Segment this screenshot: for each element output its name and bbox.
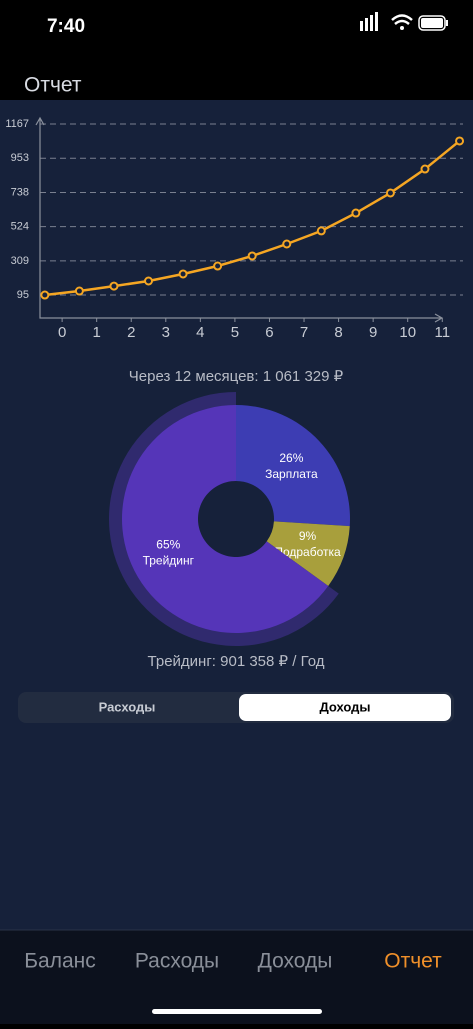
- slice-percent: 26%: [279, 451, 303, 465]
- selected-summary: Трейдинг: 901 358 ₽ / Год: [148, 653, 325, 670]
- y-tick-label: 524: [11, 221, 29, 233]
- content-bg: [0, 100, 473, 930]
- axes: [35, 116, 444, 323]
- x-tick-label: 2: [127, 324, 135, 341]
- x-tick-label: 9: [369, 324, 377, 341]
- point: [455, 136, 465, 146]
- segment-label[interactable]: Доходы: [319, 699, 370, 714]
- segment-label[interactable]: Расходы: [99, 699, 156, 714]
- x-tick-label: 3: [162, 324, 170, 341]
- y-tick-label: 1167: [5, 118, 29, 130]
- point: [213, 261, 223, 271]
- x-tick-label: 8: [334, 324, 342, 341]
- slice[interactable]: [121, 405, 329, 633]
- point: [109, 281, 119, 291]
- top-bar: [0, 0, 473, 100]
- point: [351, 208, 361, 218]
- tab[interactable]: Расходы: [135, 950, 219, 973]
- x-tick-label: 4: [196, 324, 204, 341]
- point: [74, 286, 84, 296]
- status-time: 7:40: [47, 16, 85, 37]
- tab-bar-bg: [0, 930, 473, 1024]
- slice[interactable]: [266, 521, 350, 587]
- status-icons: [360, 12, 448, 31]
- point: [316, 226, 326, 236]
- x-tick-label: 10: [399, 324, 416, 341]
- slice-percent: 65%: [156, 538, 180, 552]
- segment-selected[interactable]: [239, 694, 451, 721]
- point: [40, 290, 50, 300]
- y-tick-label: 953: [11, 152, 29, 164]
- x-tick-label: 11: [434, 324, 450, 341]
- tab[interactable]: Доходы: [258, 950, 333, 973]
- y-tick-label: 738: [11, 186, 29, 198]
- segments: Расходы Доходы: [99, 694, 451, 721]
- point: [178, 269, 188, 279]
- slice-label: Зарплата: [265, 467, 318, 481]
- point: [385, 188, 395, 198]
- slice-percent: 9%: [299, 529, 317, 543]
- tabs: Баланс Расходы Доходы Отчет: [24, 950, 442, 973]
- x-tick-label: 7: [300, 324, 308, 341]
- point: [247, 251, 257, 261]
- y-tick-label: 95: [17, 289, 29, 301]
- home-indicator: [152, 1009, 322, 1014]
- y-tick-label: 309: [11, 255, 29, 267]
- header-title: Отчет: [24, 74, 82, 97]
- tab[interactable]: Баланс: [24, 950, 96, 973]
- point: [420, 164, 430, 174]
- x-tick-label: 5: [231, 324, 239, 341]
- slice-label: Подработка: [274, 545, 341, 559]
- tab[interactable]: Отчет: [384, 950, 442, 973]
- x-tick-label: 1: [93, 324, 101, 341]
- x-tick-label: 0: [58, 324, 66, 341]
- slice[interactable]: [236, 405, 350, 527]
- point: [282, 239, 292, 249]
- point: [144, 276, 154, 286]
- pie-chart: 26% Зарплата 9% Подработка 65% Трейдинг: [108, 392, 350, 646]
- line-chart: 95 309 524 738 953 1167 0 1 2 3 4 5 6 7 8 9 10 11: [5, 116, 465, 341]
- forecast: Через 12 месяцев: 1 061 329 ₽: [129, 368, 344, 385]
- x-tick-label: 6: [265, 324, 273, 341]
- slice-label: Трейдинг: [143, 554, 195, 568]
